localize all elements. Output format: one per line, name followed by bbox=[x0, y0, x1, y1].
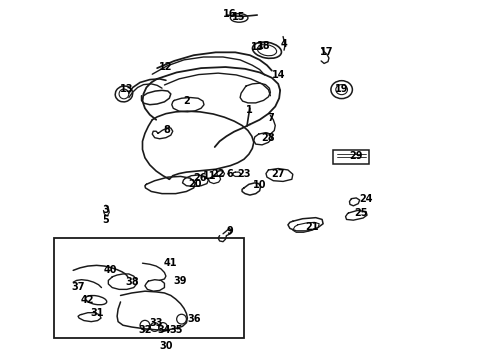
Text: 8: 8 bbox=[164, 125, 171, 135]
Text: 27: 27 bbox=[271, 168, 285, 179]
Text: 26: 26 bbox=[194, 173, 207, 183]
Text: 9: 9 bbox=[226, 226, 233, 236]
Text: 7: 7 bbox=[267, 113, 274, 123]
Text: 22: 22 bbox=[211, 168, 225, 179]
Text: 28: 28 bbox=[262, 133, 275, 143]
Text: 40: 40 bbox=[104, 265, 118, 275]
Text: 29: 29 bbox=[349, 150, 363, 161]
Text: 36: 36 bbox=[187, 314, 200, 324]
Text: 12: 12 bbox=[159, 62, 172, 72]
Text: 10: 10 bbox=[253, 180, 267, 190]
Text: 16: 16 bbox=[222, 9, 236, 19]
Text: 21: 21 bbox=[306, 222, 319, 232]
Text: 18: 18 bbox=[257, 41, 270, 50]
Text: 33: 33 bbox=[149, 318, 163, 328]
Text: 5: 5 bbox=[102, 215, 109, 225]
Text: 20: 20 bbox=[189, 179, 202, 189]
Text: 17: 17 bbox=[320, 46, 334, 57]
Text: 13: 13 bbox=[120, 84, 134, 94]
Text: 25: 25 bbox=[354, 208, 368, 218]
Text: 4: 4 bbox=[281, 39, 288, 49]
Text: 41: 41 bbox=[164, 258, 177, 268]
Text: 32: 32 bbox=[138, 325, 152, 335]
Text: 24: 24 bbox=[359, 194, 373, 204]
Text: 6: 6 bbox=[226, 168, 233, 179]
Text: 11: 11 bbox=[203, 171, 217, 181]
Text: 30: 30 bbox=[159, 341, 172, 351]
Text: 38: 38 bbox=[125, 277, 139, 287]
Text: 19: 19 bbox=[335, 84, 348, 94]
Text: 13: 13 bbox=[250, 42, 264, 51]
Text: 35: 35 bbox=[169, 325, 182, 335]
Bar bbox=[333, 149, 369, 164]
Text: 14: 14 bbox=[271, 70, 285, 80]
Text: 2: 2 bbox=[183, 96, 190, 106]
Text: 15: 15 bbox=[232, 12, 246, 22]
Text: 1: 1 bbox=[245, 105, 252, 115]
Text: 23: 23 bbox=[237, 168, 251, 179]
Text: 37: 37 bbox=[72, 282, 85, 292]
Text: 31: 31 bbox=[91, 309, 104, 318]
Text: 3: 3 bbox=[102, 206, 109, 216]
Text: 39: 39 bbox=[174, 276, 187, 286]
Text: 34: 34 bbox=[158, 325, 171, 335]
Bar bbox=[54, 238, 244, 338]
Text: 42: 42 bbox=[81, 295, 95, 305]
